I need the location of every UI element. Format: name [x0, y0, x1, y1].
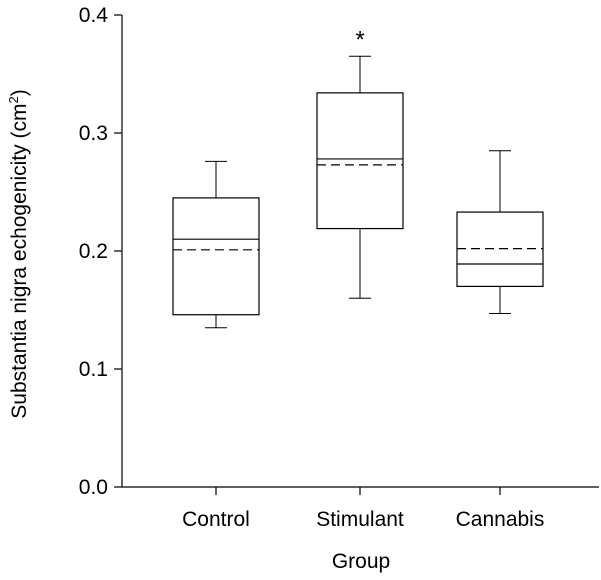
box-body	[316, 92, 404, 230]
x-axis-title: Group	[332, 550, 390, 573]
y-axis-title-superscript: 2	[6, 96, 21, 103]
y-tick-label: 0.1	[79, 358, 108, 381]
y-axis-title-close: )	[8, 89, 31, 96]
y-axis-title-main: Substantia nigra echogenicity (cm	[8, 104, 31, 419]
y-tick-label: 0.4	[79, 4, 109, 27]
x-tick-label: Cannabis	[456, 508, 545, 531]
x-tick-label: Control	[182, 508, 250, 531]
y-axis-title: Substantia nigra echogenicity (cm2)	[6, 89, 31, 418]
box-cannabis	[456, 150, 544, 315]
box-series: *	[172, 26, 544, 329]
x-axis-ticks: Control Stimulant Cannabis	[182, 487, 544, 531]
significance-marker: *	[355, 26, 364, 53]
y-tick-label: 0.0	[79, 476, 108, 499]
x-tick-label: Stimulant	[316, 508, 404, 531]
y-axis-ticks: 0.0 0.1 0.2 0.3 0.4	[79, 4, 122, 499]
box-stimulant: *	[316, 26, 404, 299]
y-tick-label: 0.3	[79, 122, 108, 145]
box-control	[172, 160, 260, 329]
box-body	[172, 197, 260, 316]
y-tick-label: 0.2	[79, 240, 108, 263]
